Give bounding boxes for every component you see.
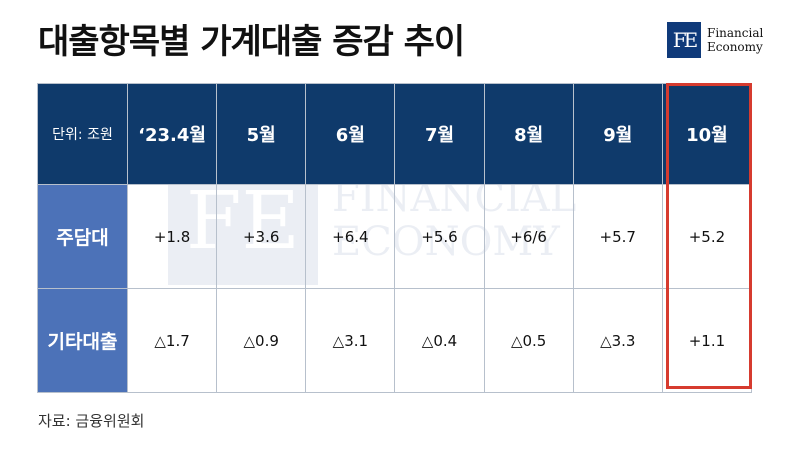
table-header-row: 단위: 조원 ‘23.4월 5월 6월 7월 8월 9월 10월 [37,83,753,185]
table-cell: △0.9 [216,288,307,393]
table-cell: +1.8 [126,184,218,289]
column-header: 9월 [572,83,663,185]
table-cell: △0.5 [483,288,574,393]
fe-logo-mark: FE [667,22,701,58]
loan-change-table: 단위: 조원 ‘23.4월 5월 6월 7월 8월 9월 10월 주담대 +1.… [37,83,753,393]
table-cell: +6.4 [305,184,396,289]
financial-economy-logo: FE Financial Economy [667,22,763,58]
logo-wordmark: Financial Economy [707,26,763,54]
table-row: 기타대출 △1.7 △0.9 △3.1 △0.4 △0.5 △3.3 +1.1 [37,288,753,393]
table-cell: △0.4 [394,288,485,393]
column-header: 10월 [661,83,753,185]
table-cell: +1.1 [661,288,753,393]
row-label: 기타대출 [37,288,128,393]
column-header: 8월 [483,83,574,185]
row-label: 주담대 [37,184,128,289]
source-note: 자료: 금융위원회 [38,412,145,430]
table-cell: △3.3 [572,288,663,393]
column-header: 6월 [305,83,396,185]
table-cell: △1.7 [126,288,218,393]
page-title: 대출항목별 가계대출 증감 추이 [38,22,465,62]
table-cell: +5.7 [572,184,663,289]
table-cell: +5.2 [661,184,753,289]
table-cell: +5.6 [394,184,485,289]
column-header: 5월 [216,83,307,185]
column-header: 7월 [394,83,485,185]
table-cell: △3.1 [305,288,396,393]
logo-line-1: Financial [707,26,764,40]
table-cell: +3.6 [216,184,307,289]
table-row: 주담대 +1.8 +3.6 +6.4 +5.6 +6/6 +5.7 +5.2 [37,184,753,289]
column-header: ‘23.4월 [126,83,218,185]
logo-line-2: Economy [707,40,763,54]
table-cell: +6/6 [483,184,574,289]
unit-label: 단위: 조원 [37,83,128,185]
